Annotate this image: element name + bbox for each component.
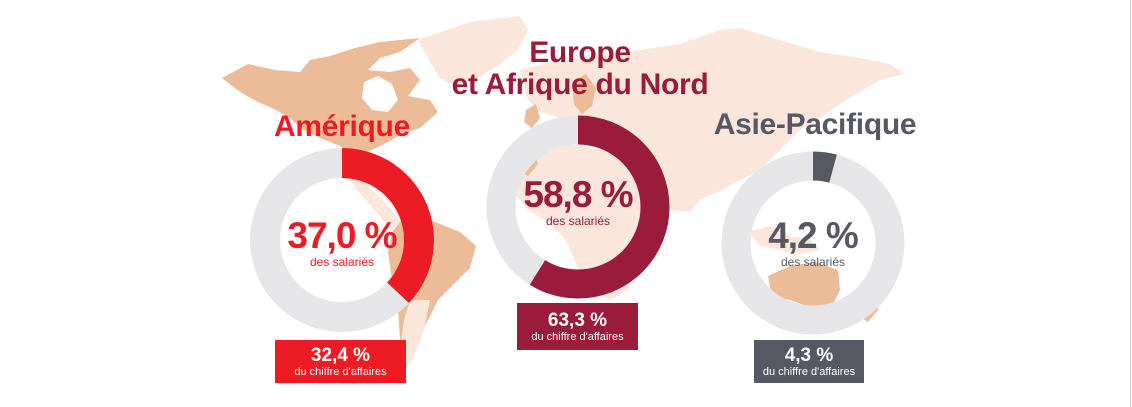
center-label-amerique: 37,0 % des salariés	[282, 215, 402, 270]
revenue-label: du chiffre d'affaires	[294, 365, 387, 378]
map-greenland	[418, 16, 528, 86]
map-scandinavia	[572, 74, 596, 114]
donut-segment-employees	[486, 115, 670, 299]
region-title-europe-line1: Europe	[529, 36, 631, 69]
revenue-pct: 4,3 %	[784, 344, 834, 366]
map-uk	[524, 104, 540, 128]
revenue-label: du chiffre d'affaires	[762, 365, 856, 378]
donut-asie	[721, 151, 905, 335]
donut-amerique	[250, 148, 434, 332]
employees-pct: 4,2 %	[768, 215, 859, 256]
map-eurasia	[520, 28, 905, 212]
donut-europe	[486, 115, 670, 299]
map-se-asia	[748, 226, 820, 254]
employees-label: des salariés	[545, 214, 611, 228]
revenue-label: du chiffre d'affaires	[531, 330, 624, 343]
revenue-box-asie: 4,3 % du chiffre d'affaires	[754, 340, 864, 383]
center-label-europe: 58,8 % des salariés	[518, 174, 638, 229]
employees-label: des salariés	[780, 255, 846, 269]
employees-label: des salariés	[309, 255, 375, 269]
employees-pct: 58,8 %	[523, 174, 633, 215]
center-label-asie: 4,2 % des salariés	[753, 215, 873, 270]
page-edge-rule	[1130, 0, 1131, 407]
revenue-box-amerique: 32,4 % du chiffre d'affaires	[275, 340, 406, 383]
revenue-pct: 63,3 %	[547, 309, 608, 331]
revenue-pct: 32,4 %	[310, 344, 371, 366]
revenue-box-europe: 63,3 % du chiffre d'affaires	[517, 303, 638, 350]
region-title-amerique: Amérique	[274, 110, 410, 143]
map-north-america	[222, 38, 438, 154]
donut-segment-employees	[721, 151, 905, 335]
map-hudson-bay	[362, 76, 398, 112]
region-title-asie: Asie-Pacifique	[713, 108, 917, 141]
map-south-america-south	[400, 300, 430, 372]
donut-segment-employees	[250, 148, 434, 332]
map-australia	[768, 262, 840, 308]
region-title-europe-line2: et Afrique du Nord	[451, 68, 709, 101]
employees-pct: 37,0 %	[287, 215, 397, 256]
region-title-europe: Europe et Afrique du Nord	[430, 37, 730, 101]
